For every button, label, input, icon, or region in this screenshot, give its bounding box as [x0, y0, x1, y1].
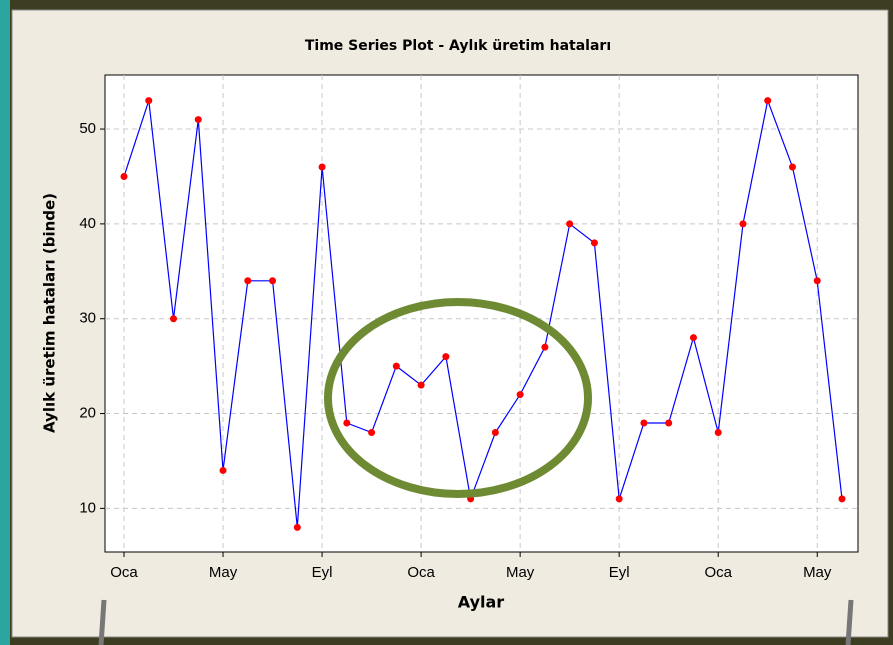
y-tick-label: 30 — [79, 310, 96, 327]
y-tick-label: 20 — [79, 405, 96, 422]
data-point — [813, 277, 821, 285]
data-point — [566, 220, 574, 228]
data-point — [714, 429, 722, 437]
bracket — [845, 599, 854, 645]
x-tick-label: Eyl — [312, 564, 333, 581]
data-point — [293, 523, 301, 531]
data-point — [739, 220, 747, 228]
data-point — [788, 163, 796, 171]
data-point — [343, 419, 351, 427]
data-point — [541, 343, 549, 351]
data-point — [368, 429, 376, 437]
x-tick-label: Oca — [704, 564, 732, 581]
y-tick-label: 50 — [79, 120, 96, 137]
series-line — [123, 98, 843, 528]
x-tick-label: May — [803, 564, 832, 581]
x-axis-label: Aylar — [458, 593, 505, 612]
bracket — [98, 599, 107, 645]
x-tick-label: May — [209, 564, 238, 581]
data-point — [615, 495, 623, 503]
data-point — [689, 334, 697, 342]
plot-layer: 10 20 30 40 50 Oca May Eyl Oca May Eyl Oca May — [79, 75, 858, 581]
data-point — [269, 277, 277, 285]
data-point — [318, 163, 326, 171]
x-tick-label: Eyl — [609, 564, 630, 581]
data-point — [219, 466, 227, 474]
highlight-ellipse — [324, 298, 592, 498]
data-point — [392, 362, 400, 370]
plot-area — [104, 74, 859, 553]
y-tick-label: 40 — [79, 215, 96, 232]
frame-edge — [0, 0, 10, 645]
data-point — [516, 391, 524, 399]
x-tick-label: Oca — [110, 564, 138, 581]
data-point — [194, 116, 202, 124]
data-point — [590, 239, 598, 247]
data-point — [665, 419, 673, 427]
x-tick-label: May — [506, 564, 535, 581]
data-point — [442, 353, 450, 361]
data-point — [244, 277, 252, 285]
y-tick-label: 10 — [79, 499, 96, 516]
data-point — [838, 495, 846, 503]
data-point — [145, 97, 153, 105]
data-point — [120, 172, 128, 180]
data-point — [640, 419, 648, 427]
data-point — [170, 315, 178, 323]
chart-title: Time Series Plot - Aylık üretim hataları — [305, 38, 611, 54]
y-axis-label: Aylık üretim hataları (binde) — [41, 193, 59, 433]
data-point — [764, 97, 772, 105]
x-tick-label: Oca — [407, 564, 435, 581]
data-point — [491, 429, 499, 437]
data-point — [417, 381, 425, 389]
